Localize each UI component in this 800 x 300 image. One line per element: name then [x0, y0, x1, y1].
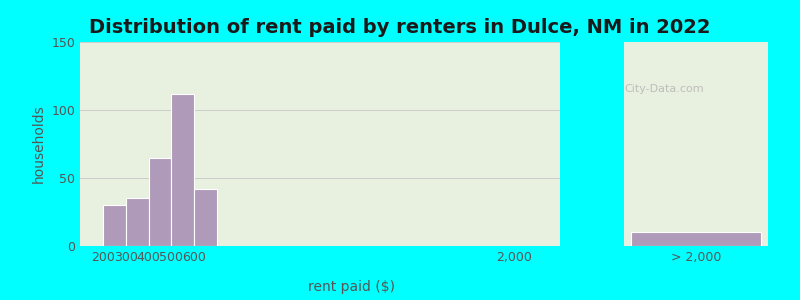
Bar: [126, 198, 149, 246]
Bar: [103, 205, 126, 246]
Text: City-Data.com: City-Data.com: [624, 84, 704, 94]
Text: rent paid ($): rent paid ($): [309, 280, 395, 294]
Bar: [171, 94, 194, 246]
Y-axis label: households: households: [32, 105, 46, 183]
Bar: [149, 158, 171, 246]
Bar: [194, 189, 217, 246]
Bar: [631, 232, 761, 246]
Text: Distribution of rent paid by renters in Dulce, NM in 2022: Distribution of rent paid by renters in …: [90, 18, 710, 37]
